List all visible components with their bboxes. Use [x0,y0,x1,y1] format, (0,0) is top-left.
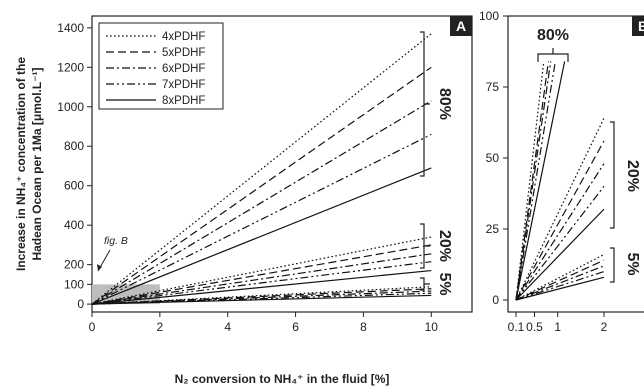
b-x-axis-ticks: 0.1 0.5 1 2 [508,312,608,334]
x-tick-label: 10 [425,320,439,334]
b-series-line-5xPDHF-80pct [515,61,550,301]
b-series-line-6xPDHF-80pct [515,61,552,301]
group-label-20-b: 20% [624,160,641,192]
b-y-axis-ticks: 0 25 50 75 100 [479,9,508,307]
x-tick-label: 8 [360,320,367,334]
b-x-tick-label: 0.5 [526,320,543,334]
y-tick-label: 0 [77,297,84,311]
panel-a: 0 2 4 6 8 10 0 100 200 400 600 800 1000 1200 1400 A 4… [14,15,473,386]
y-tick-label: 100 [64,277,84,291]
b-series-line-5xPDHF-20pct [515,140,605,301]
group-brackets-b [537,48,615,283]
b-x-tick-label: 2 [601,320,608,334]
series-line-4xPDHF-20pct [92,236,432,305]
series-line-7xPDHF-80pct [92,133,432,305]
x-axis-title: N₂ conversion to NH₄⁺ in the fluid [%] [175,372,390,386]
y-tick-label: 600 [64,179,84,193]
y-axis-title-line2: Hadean Ocean per 1Ma [μmol.L⁻¹] [30,67,44,260]
group-label-80-b: 80% [537,27,569,44]
y-axis-ticks: 0 100 200 400 600 800 1000 1200 1400 [57,21,92,311]
b-y-tick-label: 0 [492,293,499,307]
b-series-line-5xPDHF-5pct [515,259,605,301]
series-line-8xPDHF-80pct [92,167,432,305]
b-series-line-8xPDHF-80pct [515,61,566,301]
b-series-line-7xPDHF-20pct [515,186,605,301]
series-line-4xPDHF-5pct [92,286,432,305]
y-tick-label: 400 [64,218,84,232]
y-tick-label: 1200 [57,60,84,74]
b-y-tick-label: 75 [486,80,500,94]
series-line-5xPDHF-20pct [92,244,432,305]
series-line-5xPDHF-80pct [92,66,432,305]
fig-b-annotation: fig. B [97,235,128,272]
b-y-tick-label: 50 [486,151,500,165]
y-tick-label: 200 [64,258,84,272]
panel-b-frame [507,15,644,313]
x-axis-ticks: 0 2 4 6 8 10 [89,312,439,334]
series-line-6xPDHF-80pct [92,100,432,305]
series-line-7xPDHF-5pct [92,292,432,305]
series-line-8xPDHF-5pct [92,294,432,305]
b-series-line-8xPDHF-20pct [515,208,605,301]
series-line-5xPDHF-5pct [92,288,432,305]
group-label-5-b: 5% [624,252,641,275]
group-label-20-a: 20% [436,230,453,262]
group-label-80-a: 80% [436,88,453,120]
x-tick-label: 0 [89,320,96,334]
legend-label: 4xPDHF [162,31,205,43]
b-series-line-6xPDHF-20pct [515,163,605,301]
series-line-7xPDHF-20pct [92,261,432,305]
b-y-tick-label: 25 [486,222,500,236]
y-axis-title-line1: Increase in NH₄⁺ concentration of the [14,57,28,271]
legend-label: 7xPDHF [162,79,205,91]
series-line-6xPDHF-20pct [92,253,432,305]
panel-b: 0.1 0.5 1 2 0 25 50 75 100 B 80% 20% 5% [479,9,644,334]
panel-b-label: B [632,16,644,36]
x-tick-label: 2 [157,320,164,334]
b-series-line-4xPDHF-80pct [515,61,545,301]
b-y-tick-label: 100 [479,9,499,23]
b-series-line-8xPDHF-5pct [515,276,605,301]
series-line-8xPDHF-20pct [92,269,432,305]
b-series-line-7xPDHF-80pct [515,61,556,301]
legend-label: 8xPDHF [162,95,205,107]
b-x-tick-label: 1 [554,320,561,334]
legend-label: 6xPDHF [162,63,205,75]
legend-label: 5xPDHF [162,47,205,59]
panel-a-label: A [450,16,472,36]
x-tick-label: 6 [292,320,299,334]
legend: 4xPDHF 5xPDHF 6xPDHF 7xPDHF 8xPDHF [98,22,224,110]
svg-text:fig. B: fig. B [104,235,128,247]
svg-text:A: A [456,18,466,34]
panel-a-frame [91,15,473,313]
series-line-4xPDHF-80pct [92,33,432,305]
y-tick-label: 1400 [57,21,84,35]
y-tick-label: 1000 [57,100,84,114]
y-tick-label: 800 [64,139,84,153]
b-series-line-4xPDHF-20pct [515,117,605,301]
series-lines [92,33,432,305]
b-series-lines [515,61,605,301]
b-series-line-7xPDHF-5pct [515,271,605,301]
group-label-5-a: 5% [436,272,453,295]
group-brackets-a [420,31,430,291]
svg-text:B: B [638,18,644,34]
b-x-tick-label: 0.1 [508,320,525,334]
b-series-line-4xPDHF-5pct [515,254,605,301]
x-tick-label: 4 [224,320,231,334]
